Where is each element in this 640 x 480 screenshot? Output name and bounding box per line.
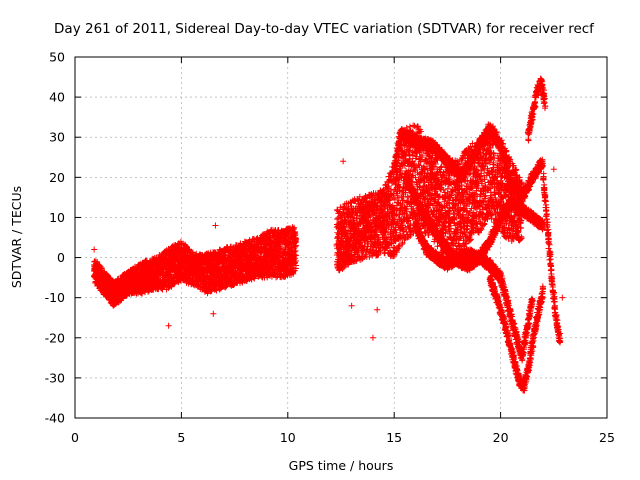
chart-title: Day 261 of 2011, Sidereal Day-to-day VTE… — [54, 21, 595, 37]
data-points — [90, 75, 566, 394]
